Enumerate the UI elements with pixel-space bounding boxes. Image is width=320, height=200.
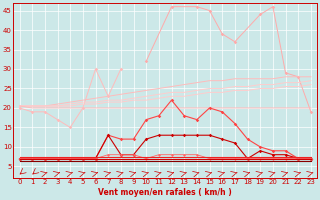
X-axis label: Vent moyen/en rafales ( km/h ): Vent moyen/en rafales ( km/h ) bbox=[98, 188, 232, 197]
